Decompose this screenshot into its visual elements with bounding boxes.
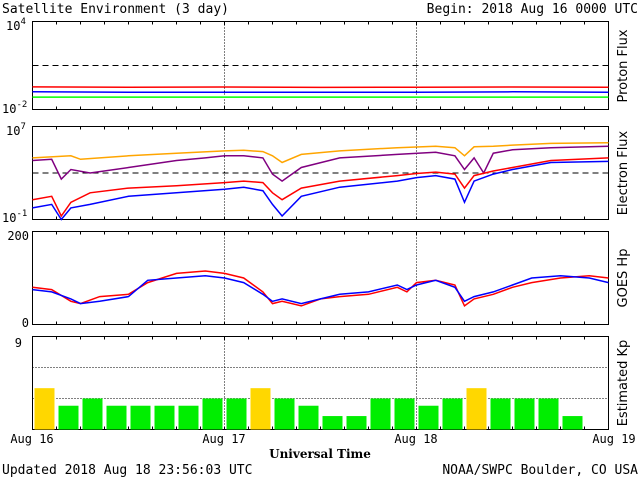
kp-bar [418,405,439,430]
series-line-blue [32,160,609,221]
series-line-orange [32,142,609,164]
series-line-purple [32,145,609,183]
kp-bar [370,398,391,430]
svg-text:10-1: 10-1 [2,209,27,225]
kp-bar [250,388,271,430]
xtick-aug19: Aug 19 [592,432,635,446]
kp-bar [202,398,223,430]
series-line-red [32,270,609,308]
proton-panel-frame [32,21,609,110]
kp-bar [58,405,79,430]
svg-text:107: 107 [6,122,26,138]
proton-ytick-bottom: 10-2 [2,100,27,116]
series-line-blue [32,274,609,305]
kp-bar [178,405,199,430]
kp-bar [34,388,55,430]
xtick-aug16: Aug 16 [10,432,53,446]
series-line-red [32,86,609,89]
kp-bar [106,405,127,430]
kp-bar [226,398,247,430]
kp-bar [442,398,463,430]
goes-hp-label: GOES Hp [616,249,631,308]
kp-bar [514,398,535,430]
kp-bar [322,416,343,430]
svg-text:10-2: 10-2 [2,100,27,116]
svg-text:104: 104 [6,17,26,33]
xtick-aug17: Aug 17 [202,432,245,446]
begin-time: Begin: 2018 Aug 16 0000 UTC [427,2,638,17]
kp-bar [82,398,103,430]
electron-flux-label: Electron Flux [616,130,631,215]
series-line-blue [32,91,609,94]
proton-flux-label: Proton Flux [616,29,631,102]
updated-timestamp: Updated 2018 Aug 18 23:56:03 UTC [2,463,252,478]
electron-ytick-top: 107 [6,122,26,138]
kp-bar [538,398,559,430]
xtick-aug18: Aug 18 [394,432,437,446]
goes-ytick-bottom: 0 [22,316,29,330]
chart-title: Satellite Environment (3 day) [2,2,229,17]
kp-ytick-top: 9 [15,336,22,350]
electron-panel-frame [32,126,609,220]
credit-text: NOAA/SWPC Boulder, CO USA [442,463,638,478]
electron-ytick-bottom: 10-1 [2,209,27,225]
kp-bar [154,405,175,430]
x-axis-title: Universal Time [269,447,371,461]
kp-bar [130,405,151,430]
kp-bar [298,405,319,430]
kp-bar [562,416,583,430]
kp-bar [274,398,295,430]
proton-ytick-top: 104 [6,17,26,33]
series-line-red [32,157,609,218]
goes-panel-frame [32,231,609,325]
kp-bar [490,398,511,430]
kp-bar [346,416,367,430]
kp-bar [394,398,415,430]
goes-ytick-top: 200 [7,229,29,243]
estimated-kp-label: Estimated Kp [616,340,631,427]
kp-bar [466,388,487,430]
